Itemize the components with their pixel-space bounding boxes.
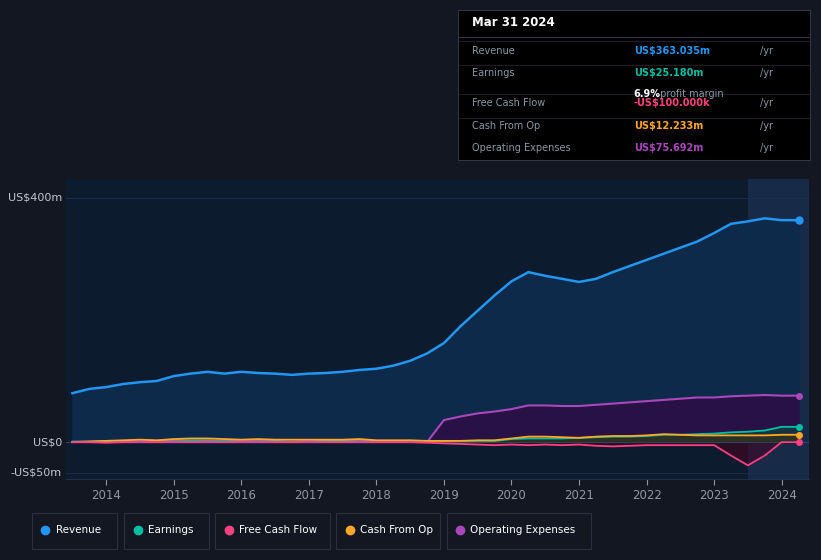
- Text: Mar 31 2024: Mar 31 2024: [472, 16, 555, 29]
- Text: /yr: /yr: [760, 68, 773, 78]
- Text: Cash From Op: Cash From Op: [360, 525, 433, 535]
- Text: Cash From Op: Cash From Op: [472, 120, 540, 130]
- Text: Revenue: Revenue: [56, 525, 101, 535]
- Text: US$75.692m: US$75.692m: [634, 143, 703, 153]
- Text: -US$50m: -US$50m: [11, 468, 62, 478]
- Text: 6.9%: 6.9%: [634, 89, 661, 99]
- Text: /yr: /yr: [760, 98, 773, 108]
- Text: /yr: /yr: [760, 143, 773, 153]
- Text: US$400m: US$400m: [7, 193, 62, 203]
- Bar: [748, 179, 809, 479]
- Text: US$363.035m: US$363.035m: [634, 45, 710, 55]
- Text: -US$100.000k: -US$100.000k: [634, 98, 710, 108]
- Text: Free Cash Flow: Free Cash Flow: [239, 525, 317, 535]
- Text: Earnings: Earnings: [472, 68, 515, 78]
- Text: Revenue: Revenue: [472, 45, 515, 55]
- Text: profit margin: profit margin: [657, 89, 723, 99]
- Text: US$25.180m: US$25.180m: [634, 68, 704, 78]
- Text: Operating Expenses: Operating Expenses: [470, 525, 576, 535]
- Text: US$0: US$0: [33, 437, 62, 447]
- Text: Earnings: Earnings: [148, 525, 194, 535]
- Text: US$12.233m: US$12.233m: [634, 120, 703, 130]
- Text: /yr: /yr: [760, 120, 773, 130]
- Text: Operating Expenses: Operating Expenses: [472, 143, 571, 153]
- Text: Free Cash Flow: Free Cash Flow: [472, 98, 545, 108]
- Text: /yr: /yr: [760, 45, 773, 55]
